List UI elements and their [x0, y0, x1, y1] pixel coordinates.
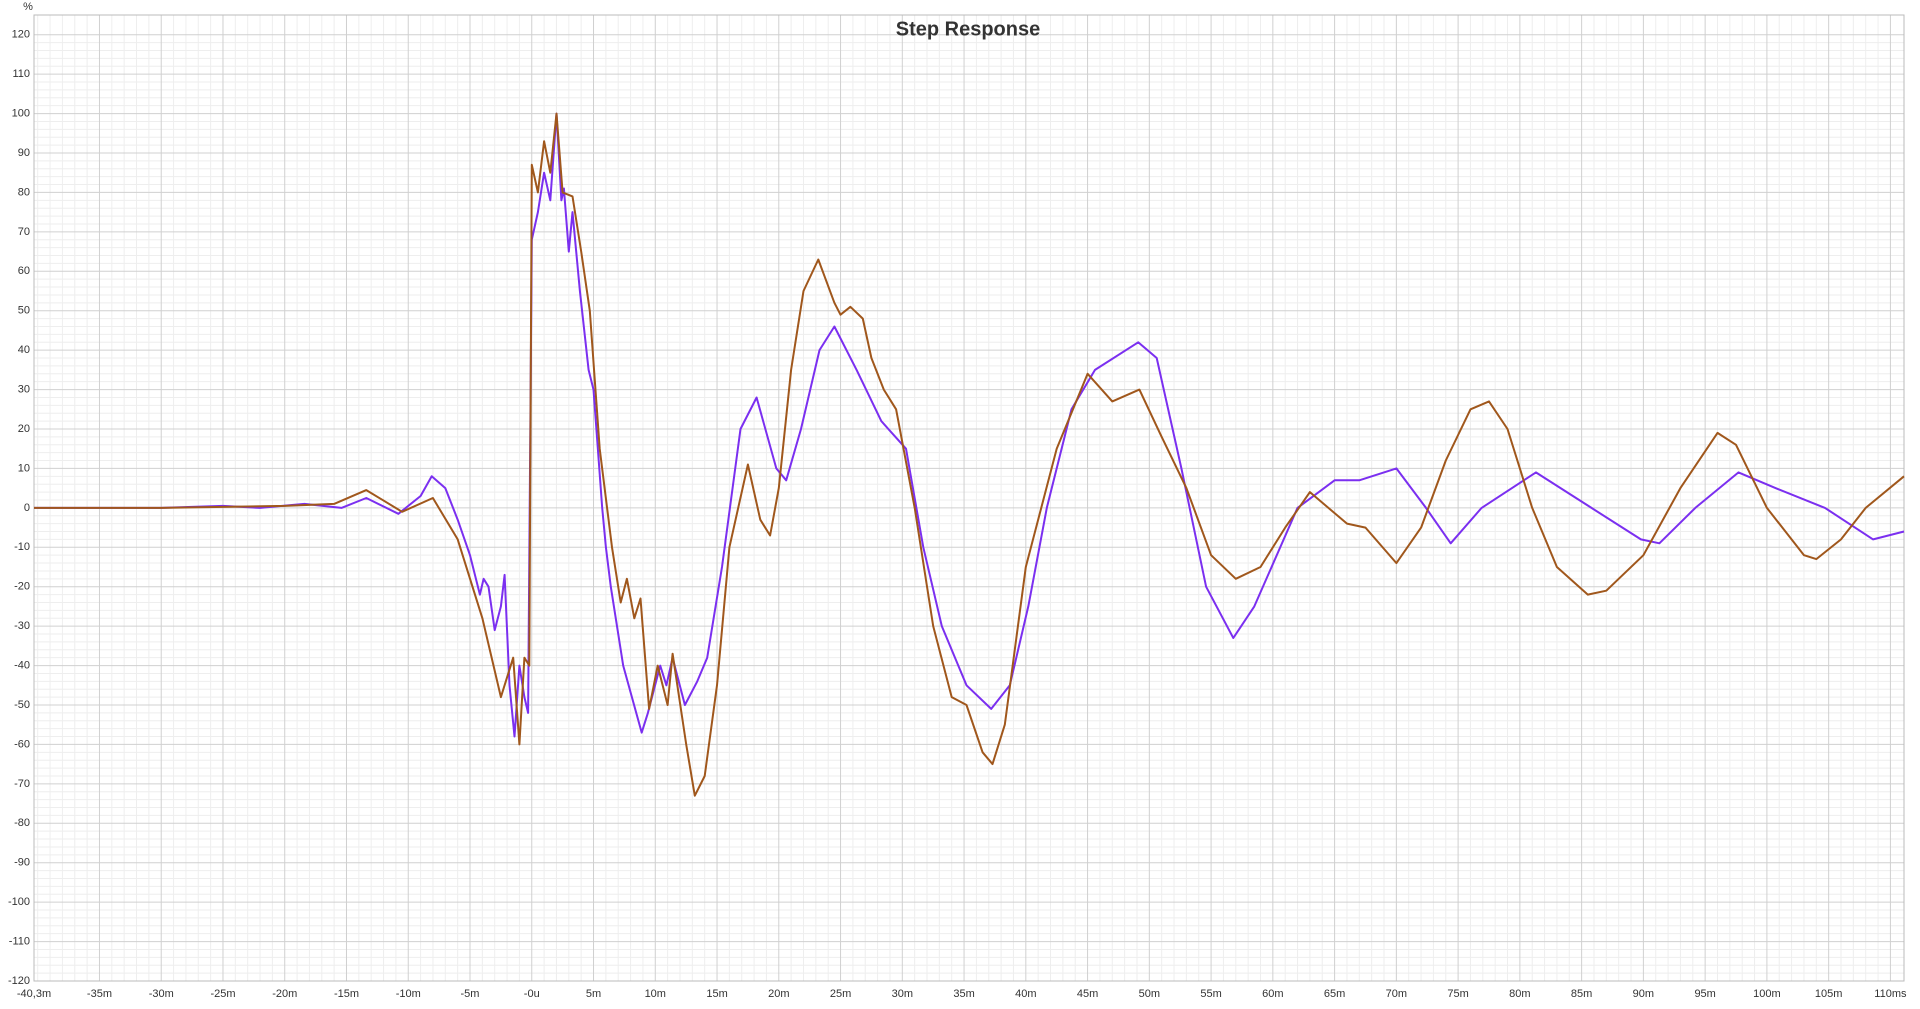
- y-tick-label: 30: [18, 383, 30, 395]
- y-tick-label: 80: [18, 186, 30, 198]
- x-tick-label: -35m: [87, 988, 112, 1000]
- y-tick-label: 70: [18, 226, 30, 238]
- x-tick-label: 40m: [1015, 988, 1036, 1000]
- x-tick-label: 10m: [645, 988, 666, 1000]
- y-tick-label: 40: [18, 344, 30, 356]
- x-tick-label: 35m: [953, 988, 974, 1000]
- y-tick-label: 10: [18, 462, 30, 474]
- x-tick-label: 20m: [768, 988, 789, 1000]
- y-tick-label: -40: [14, 659, 30, 671]
- x-tick-label: 15m: [706, 988, 727, 1000]
- y-tick-label: -90: [14, 857, 30, 869]
- y-tick-label: 110: [12, 68, 30, 80]
- x-tick-label: 75m: [1447, 988, 1468, 1000]
- x-tick-label: -30m: [149, 988, 174, 1000]
- x-tick-label: -20m: [272, 988, 297, 1000]
- chart-title: Step Response: [896, 18, 1040, 40]
- x-tick-label: 65m: [1324, 988, 1345, 1000]
- x-tick-label: 70m: [1386, 988, 1407, 1000]
- y-tick-label: -50: [14, 699, 30, 711]
- x-tick-label: -25m: [210, 988, 235, 1000]
- x-tick-label: 45m: [1077, 988, 1098, 1000]
- x-tick-label: -40,3m: [17, 988, 51, 1000]
- x-tick-label: 105m: [1815, 988, 1843, 1000]
- x-tick-label: 25m: [830, 988, 851, 1000]
- y-tick-label: -30: [14, 620, 30, 632]
- series-line: [34, 112, 1905, 797]
- y-tick-label: 60: [18, 265, 30, 277]
- y-tick-label: 90: [18, 147, 30, 159]
- x-tick-label: 5m: [586, 988, 601, 1000]
- x-tick-label: 80m: [1509, 988, 1530, 1000]
- y-tick-label: 100: [12, 107, 30, 119]
- y-tick-label: -20: [14, 581, 30, 593]
- x-tick-label: 55m: [1200, 988, 1221, 1000]
- y-tick-label: 0: [24, 502, 30, 514]
- x-tick-label: -10m: [396, 988, 421, 1000]
- x-tick-label: 85m: [1571, 988, 1592, 1000]
- y-tick-label: 20: [18, 423, 30, 435]
- y-tick-label: 120: [12, 29, 30, 41]
- x-tick-label: -15m: [334, 988, 359, 1000]
- series-line: [34, 112, 1905, 738]
- x-tick-label: 90m: [1633, 988, 1654, 1000]
- x-tick-label: 30m: [892, 988, 913, 1000]
- plot-frame: [33, 14, 1905, 982]
- y-tick-label: -70: [14, 778, 30, 790]
- y-tick-label: -120: [8, 975, 30, 987]
- x-tick-label: 50m: [1139, 988, 1160, 1000]
- x-tick-label: 95m: [1694, 988, 1715, 1000]
- y-tick-label: 50: [18, 305, 30, 317]
- x-tick-label: 110ms: [1874, 988, 1907, 1000]
- y-tick-label: -100: [8, 896, 30, 908]
- y-tick-label: -110: [9, 935, 30, 947]
- y-tick-label: -60: [14, 738, 30, 750]
- x-tick-label: 60m: [1262, 988, 1283, 1000]
- y-tick-label: -10: [14, 541, 30, 553]
- y-axis-label: %: [23, 1, 33, 13]
- x-tick-label: -5m: [461, 988, 480, 1000]
- x-tick-label: 100m: [1753, 988, 1781, 1000]
- x-tick-label: -0u: [524, 988, 540, 1000]
- y-tick-label: -80: [14, 817, 30, 829]
